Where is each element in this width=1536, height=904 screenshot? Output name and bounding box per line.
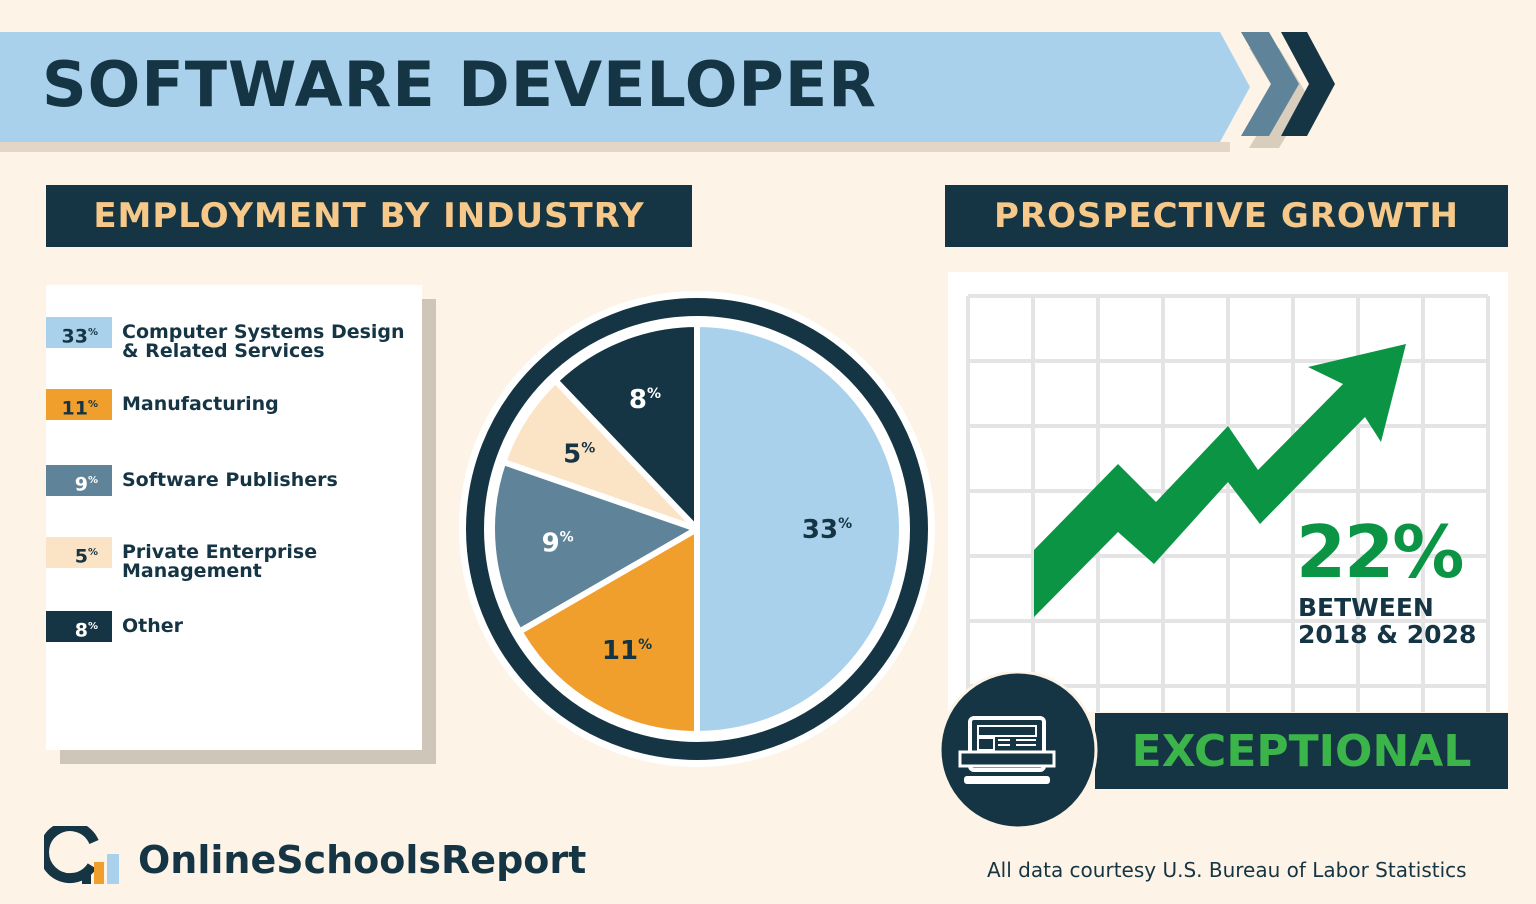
legend-label: Manufacturing <box>122 393 279 415</box>
legend-item: 33% Computer Systems Design & Related Ser… <box>46 317 412 361</box>
growth-heading: PROSPECTIVE GROWTH <box>945 185 1508 247</box>
growth-chart <box>966 294 1490 712</box>
growth-grid <box>948 272 1508 712</box>
logo-icon <box>44 826 119 884</box>
pie-slice <box>516 526 700 737</box>
growth-period: BETWEEN 2018 & 2028 <box>1298 594 1476 648</box>
brand-name: OnlineSchoolsReport <box>138 838 587 882</box>
pie-chart: 33%11%9%5%8% <box>459 291 935 767</box>
legend-item: 9% Software Publishers <box>46 465 412 496</box>
legend-value: 9 <box>74 473 88 496</box>
legend-swatch: 8% <box>46 611 112 642</box>
legend-value: 5 <box>74 545 88 568</box>
legend-label: Other <box>122 615 184 637</box>
pie-slice <box>552 321 700 532</box>
title-band <box>0 32 1250 142</box>
page-title: SOFTWARE DEVELOPER <box>42 48 877 121</box>
chevrons-right-icon <box>1241 32 1335 148</box>
title-band-shadow <box>0 142 1230 152</box>
growth-rating: EXCEPTIONAL <box>1095 713 1508 789</box>
legend-swatch: 9% <box>46 465 112 496</box>
pie-label: 8% <box>629 385 661 415</box>
legend-value: 8 <box>74 619 88 642</box>
percent-sign: % <box>87 475 98 486</box>
legend-swatch: 11% <box>46 389 112 420</box>
source-note: All data courtesy U.S. Bureau of Labor S… <box>987 858 1467 882</box>
pie-slice <box>694 321 905 737</box>
legend-card: 33% Computer Systems Design & Related Ser… <box>46 285 422 750</box>
growth-arrow-icon <box>1034 344 1406 617</box>
percent-sign: % <box>87 621 98 632</box>
pie-label: 11% <box>602 636 652 666</box>
growth-percent: 22% <box>1296 510 1464 594</box>
employment-heading: EMPLOYMENT BY INDUSTRY <box>46 185 692 247</box>
pie-ring <box>466 298 928 760</box>
percent-sign: % <box>87 399 98 410</box>
legend-label: Software Publishers <box>122 469 338 491</box>
percent-sign: % <box>87 327 98 338</box>
pie-slice <box>489 458 700 635</box>
legend-swatch: 5% <box>46 537 112 568</box>
legend-item: 8% Other <box>46 611 412 642</box>
period-line-2: 2018 & 2028 <box>1298 620 1477 649</box>
legend-label: Private Enterprise Management <box>122 541 318 582</box>
legend-value: 33 <box>61 325 88 348</box>
legend-swatch: 33% <box>46 317 112 348</box>
percent-sign: % <box>87 547 98 558</box>
legend-label: Computer Systems Design & Related Servic… <box>122 321 405 362</box>
period-line-1: BETWEEN <box>1298 593 1434 622</box>
laptop-ruler-icon <box>938 672 1098 830</box>
legend-item: 11% Manufacturing <box>46 389 412 420</box>
legend-item: 5% Private Enterprise Management <box>46 537 412 581</box>
legend-value: 11 <box>61 397 88 420</box>
